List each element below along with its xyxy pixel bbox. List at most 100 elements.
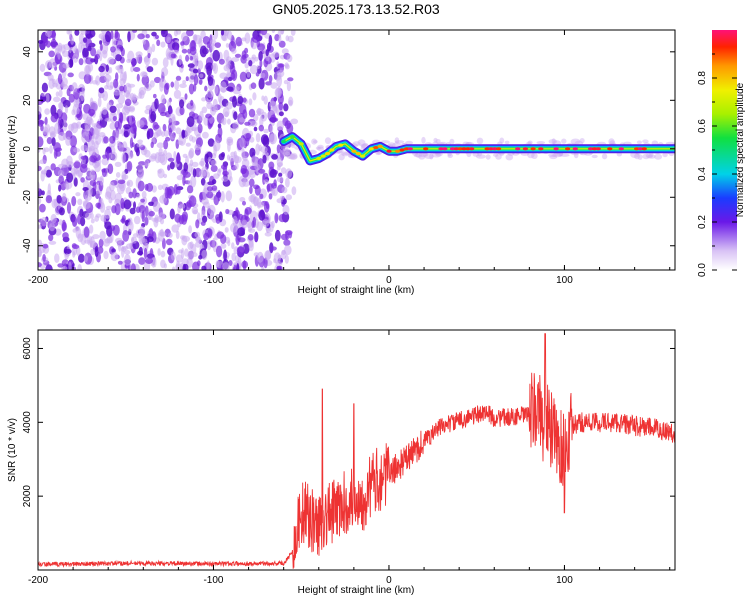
noise-blob — [167, 164, 171, 171]
noise-blob — [107, 163, 114, 175]
noise-blob — [97, 246, 104, 254]
noise-blob — [75, 114, 81, 118]
noise-blob — [220, 119, 225, 125]
noise-blob — [187, 63, 195, 68]
halo-blob — [642, 139, 649, 144]
noise-blob — [202, 131, 209, 139]
noise-blob — [150, 111, 157, 122]
noise-blob — [45, 195, 53, 204]
noise-blob — [112, 115, 117, 122]
noise-blob — [128, 191, 134, 199]
noise-blob — [217, 189, 221, 202]
noise-blob — [115, 172, 121, 178]
noise-blob — [90, 47, 97, 57]
noise-blob — [90, 248, 96, 255]
noise-blob — [160, 250, 166, 258]
noise-blob — [249, 64, 258, 75]
noise-blob — [179, 99, 185, 109]
noise-blob — [148, 155, 157, 162]
signal-peak — [442, 147, 448, 151]
noise-blob — [111, 248, 116, 253]
noise-blob — [284, 244, 292, 256]
noise-blob — [93, 123, 101, 136]
noise-blob — [224, 111, 229, 118]
noise-blob — [129, 137, 134, 149]
noise-blob — [71, 82, 78, 93]
noise-blob — [286, 54, 293, 63]
noise-blob — [87, 45, 92, 52]
noise-blob — [175, 254, 183, 263]
noise-blob — [99, 175, 104, 186]
noise-blob — [186, 116, 195, 128]
noise-blob — [114, 203, 121, 216]
noise-blob — [43, 147, 50, 153]
halo-blob — [317, 146, 324, 152]
noise-blob — [235, 234, 240, 246]
noise-blob — [159, 218, 165, 225]
signal-peak — [329, 148, 335, 152]
noise-blob — [158, 231, 167, 237]
noise-blob — [202, 215, 208, 223]
noise-blob — [98, 238, 104, 248]
noise-blob — [276, 165, 281, 171]
noise-blob — [71, 122, 80, 129]
noise-blob — [38, 239, 42, 247]
noise-blob — [110, 251, 119, 262]
noise-blob — [170, 251, 176, 261]
noise-blob — [194, 61, 198, 67]
noise-blob — [162, 57, 169, 68]
snr-panel: -200 -100 0 100 2000 4000 6000 Height of strai… — [7, 329, 676, 596]
noise-blob — [244, 61, 249, 69]
noise-blob — [119, 71, 124, 82]
noise-blob — [203, 182, 209, 195]
noise-blob — [62, 63, 70, 69]
noise-blob — [218, 168, 222, 173]
noise-blob — [212, 140, 221, 152]
noise-blob — [207, 228, 213, 239]
noise-blob — [136, 233, 142, 239]
noise-blob — [160, 30, 168, 38]
noise-blob — [288, 99, 293, 106]
noise-blob — [242, 201, 246, 206]
noise-blob — [283, 79, 289, 85]
noise-blob — [231, 48, 237, 54]
halo-blob — [561, 138, 567, 144]
noise-blob — [61, 221, 67, 231]
noise-blob — [124, 98, 132, 107]
signal-peak — [386, 149, 392, 153]
signal-peak — [572, 147, 578, 151]
noise-blob — [262, 172, 269, 181]
signal-track-layer — [283, 136, 675, 162]
noise-blob — [123, 130, 129, 138]
noise-blob — [276, 69, 285, 78]
noise-blob — [270, 246, 277, 251]
noise-blob — [285, 35, 290, 42]
noise-blob — [206, 89, 214, 99]
signal-peak — [360, 154, 366, 158]
noise-blob — [233, 86, 240, 91]
noise-blob — [279, 145, 284, 150]
noise-blob — [98, 65, 105, 73]
halo-blob — [475, 154, 486, 159]
noise-blob — [124, 254, 131, 266]
noise-blob — [114, 31, 120, 41]
halo-blob — [395, 140, 405, 144]
noise-blob — [84, 119, 91, 132]
noise-blob — [111, 36, 116, 48]
noise-blob — [136, 73, 140, 82]
noise-blob — [181, 258, 189, 267]
noise-blob — [207, 156, 212, 162]
noise-blob — [85, 212, 92, 220]
signal-peak — [530, 147, 536, 151]
noise-blob — [239, 137, 246, 149]
noise-blob — [236, 263, 240, 270]
noise-blob — [100, 42, 109, 55]
noise-blob — [57, 42, 63, 52]
snr-x-label: Height of straight line (km) — [298, 585, 415, 596]
noise-blob — [55, 91, 60, 97]
noise-blob — [105, 205, 112, 210]
noise-blob — [115, 103, 124, 109]
noise-blob — [103, 136, 109, 144]
noise-blob — [89, 30, 96, 38]
